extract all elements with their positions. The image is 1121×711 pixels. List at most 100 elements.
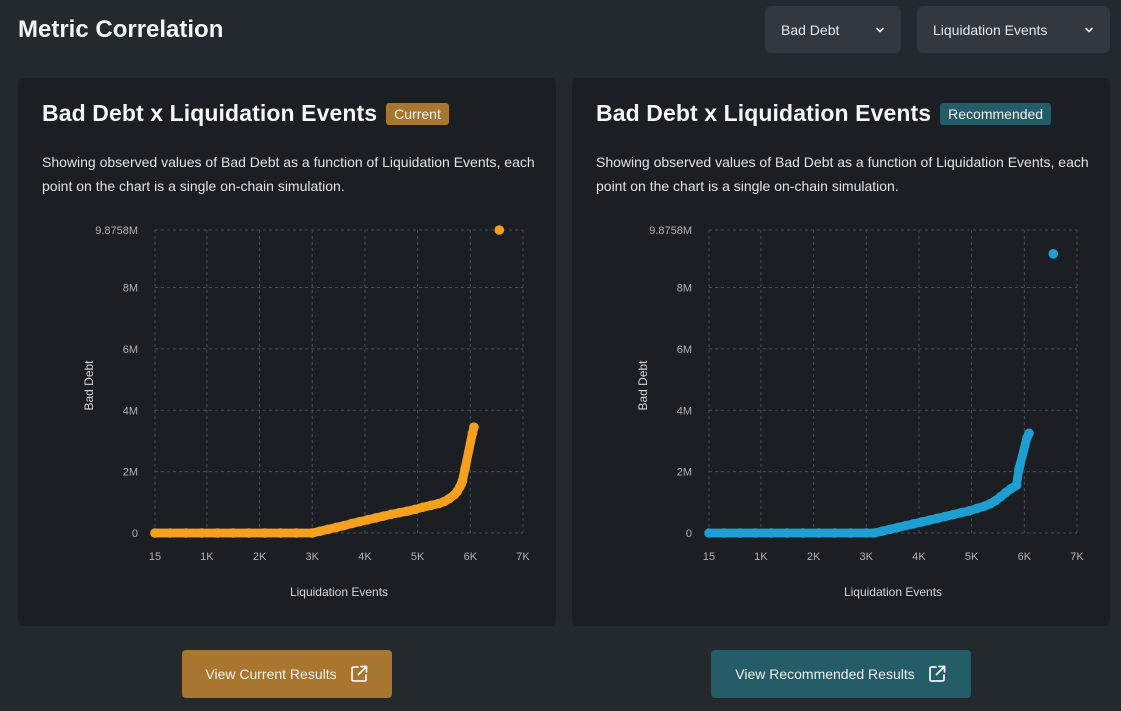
data-point [165, 528, 175, 538]
data-point [291, 528, 302, 538]
x-tick-label: 15 [149, 551, 161, 563]
view-current-results-button[interactable]: View Current Results [182, 650, 392, 698]
data-point [457, 476, 468, 486]
data-point [1024, 428, 1034, 439]
series-points [704, 249, 1059, 538]
x-tick-label: 4K [912, 551, 926, 563]
y-tick-label: 4M [123, 405, 138, 417]
data-point [956, 507, 966, 518]
y-axis-label: Bad Debt [636, 360, 650, 411]
recommended-badge: Recommended [940, 102, 1052, 125]
data-point [354, 516, 365, 527]
panel-heading: Bad Debt x Liquidation Events Current [42, 100, 449, 127]
data-point [331, 522, 341, 533]
grid [708, 229, 1078, 534]
x-tick-label: 1K [200, 551, 214, 563]
y-tick-label: 9.8758M [95, 225, 138, 237]
data-point [410, 504, 420, 515]
data-point [244, 528, 254, 538]
y-tick-label: 9.8758M [649, 225, 692, 237]
compare-select[interactable]: Liquidation Events [917, 6, 1110, 53]
data-point [402, 506, 412, 517]
data-point [212, 528, 223, 538]
data-point [378, 511, 389, 521]
x-tick-label: 15 [703, 551, 715, 563]
data-point [426, 500, 436, 511]
data-point [1011, 480, 1022, 491]
y-tick-label: 4M [677, 405, 692, 417]
data-point [932, 513, 943, 524]
x-tick-label: 3K [306, 551, 320, 563]
data-point [766, 528, 777, 538]
grid [154, 229, 524, 534]
data-point [735, 528, 745, 538]
data-point [346, 518, 357, 529]
compare-select-value: Liquidation Events [933, 21, 1048, 38]
data-point [948, 509, 958, 520]
y-axis-label: Bad Debt [82, 360, 96, 411]
x-tick-label: 5K [965, 551, 979, 563]
x-tick-label: 2K [807, 551, 821, 563]
data-point [861, 528, 872, 538]
view-recommended-results-button[interactable]: View Recommended Results [711, 650, 971, 698]
data-point [972, 503, 982, 514]
panel-title: Bad Debt x Liquidation Events [42, 100, 378, 126]
current-scatter-chart: 15 1K 2K 3K 4K 5K 6K 7K 0 2M 4M 6M 8M 9.8758M Liquidat… [82, 225, 530, 599]
x-tick-label: 7K [516, 551, 530, 563]
data-point [916, 517, 927, 527]
data-point [196, 528, 207, 538]
data-point [900, 520, 911, 531]
data-point [782, 528, 793, 538]
y-tick-label: 0 [132, 528, 138, 540]
current-badge: Current [386, 102, 449, 125]
data-point [814, 528, 824, 538]
x-tick-label: 6K [464, 551, 478, 563]
data-point [719, 528, 729, 538]
data-point [260, 528, 270, 538]
chevron-down-icon [1085, 27, 1093, 32]
y-tick-label: 6M [677, 344, 692, 356]
y-tick-label: 8M [123, 283, 138, 295]
button-label: View Current Results [205, 666, 337, 682]
y-tick-label: 2M [677, 467, 692, 479]
data-point [940, 511, 951, 522]
external-link-icon [928, 665, 946, 682]
data-point [460, 463, 470, 474]
panel-description: Showing observed values of Bad Debt as a… [42, 154, 535, 194]
x-tick-label: 3K [860, 551, 874, 563]
data-point [418, 502, 428, 513]
x-tick-label: 1K [754, 551, 768, 563]
y-tick-label: 0 [686, 528, 692, 540]
panel-description: Showing observed values of Bad Debt as a… [596, 154, 1089, 194]
y-tick-label: 6M [123, 344, 138, 356]
x-tick-label: 6K [1018, 551, 1032, 563]
x-axis-label: Liquidation Events [290, 585, 388, 599]
x-tick-label: 5K [411, 551, 425, 563]
data-point [362, 515, 373, 525]
metric-select[interactable]: Bad Debt [765, 6, 901, 53]
data-point [370, 513, 381, 523]
external-link-icon [350, 665, 368, 682]
data-point [386, 509, 397, 520]
chevron-down-icon [876, 27, 884, 32]
y-tick-label: 8M [677, 283, 692, 295]
data-point [315, 526, 325, 536]
recommended-scatter-chart: 15 1K 2K 3K 4K 5K 6K 7K 0 2M 4M 6M 8M 9.8758M Liquidat… [636, 225, 1084, 599]
panel-title: Bad Debt x Liquidation Events [596, 100, 932, 126]
current-chart-panel: Bad Debt x Liquidation Events Current Sh… [18, 78, 556, 626]
metric-select-value: Bad Debt [781, 21, 840, 38]
recommended-chart-panel: Bad Debt x Liquidation Events Recommende… [572, 78, 1110, 626]
data-point [704, 528, 714, 538]
data-point [1048, 249, 1059, 259]
data-point [908, 518, 919, 529]
series-points [150, 225, 505, 538]
data-point [275, 528, 286, 538]
data-point [829, 528, 840, 538]
data-point [964, 506, 974, 516]
data-point [339, 520, 349, 531]
data-point [323, 524, 333, 535]
data-point [228, 528, 239, 538]
x-tick-label: 4K [358, 551, 372, 563]
data-point [885, 524, 895, 535]
data-point [1014, 463, 1024, 474]
